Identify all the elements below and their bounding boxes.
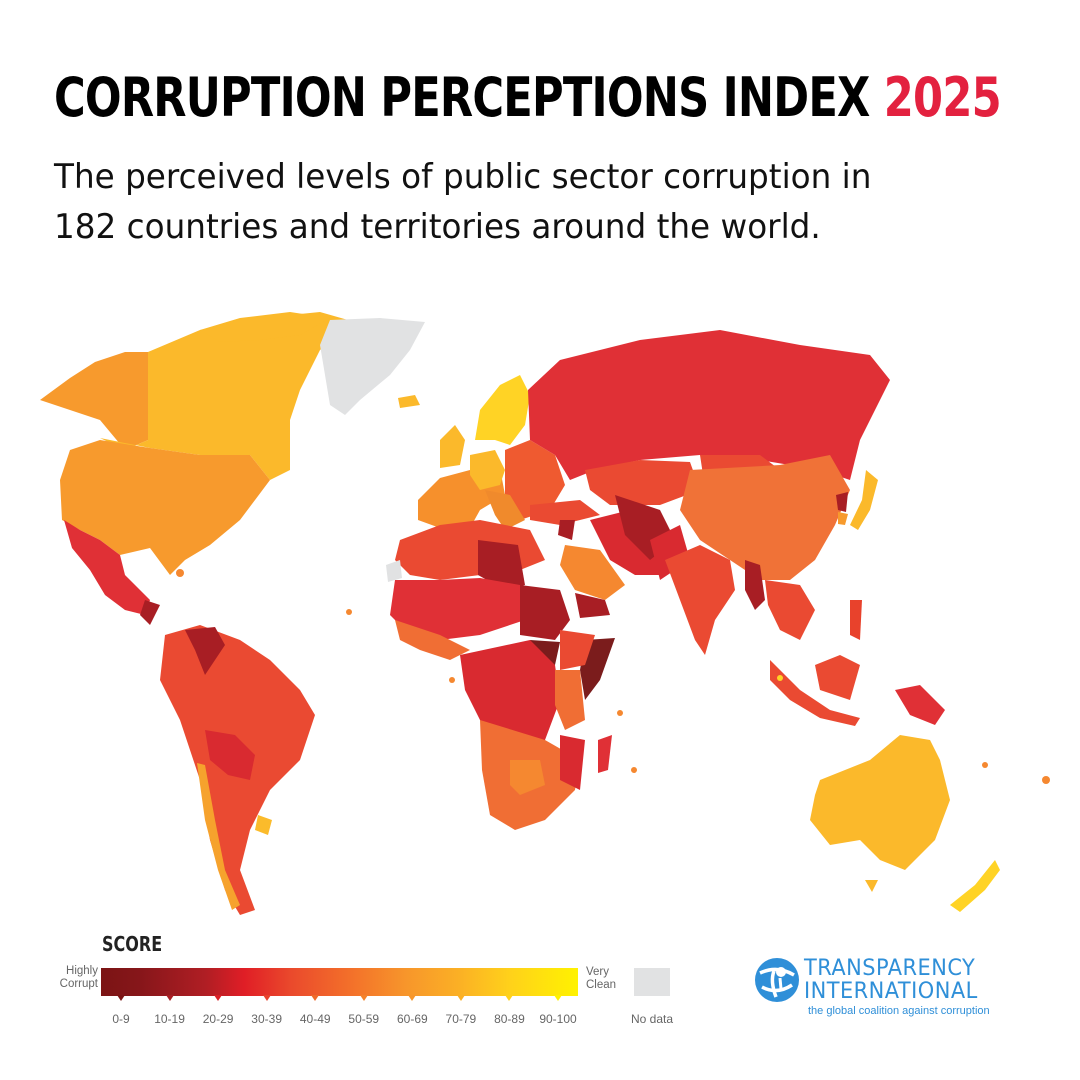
page-title: CORRUPTION PERCEPTIONS INDEX 2025 — [54, 66, 1002, 129]
legend-tick-label: 90-100 — [539, 1012, 577, 1026]
legend-tick-label: 70-79 — [445, 1012, 477, 1026]
legend-tick-marker — [456, 995, 465, 1001]
legend-tick-label: 60-69 — [396, 1012, 428, 1026]
legend-tick-label: 0-9 — [112, 1012, 130, 1026]
region-canada — [100, 312, 355, 480]
logo-line1: TRANSPARENCY — [804, 956, 976, 981]
region-central-america — [140, 600, 160, 625]
region-borneo — [815, 655, 860, 700]
region-australia — [810, 735, 950, 870]
legend-no-data-swatch — [634, 968, 670, 996]
legend-no-data-label: No data — [630, 1012, 674, 1026]
region-venezuela — [185, 627, 225, 675]
logo-tagline: the global coalition against corruption — [808, 1005, 990, 1017]
region-libya — [478, 540, 525, 590]
legend-tick-label: 30-39 — [251, 1012, 283, 1026]
legend-tick-marker — [408, 995, 417, 1001]
region-ethiopia — [560, 630, 595, 670]
legend-min-label-line2: Corrupt — [59, 978, 98, 990]
region-sudan — [520, 585, 570, 640]
region-myanmar — [745, 560, 765, 610]
region-russia — [528, 330, 890, 480]
region-kazakhstan — [585, 460, 700, 505]
region-new-zealand — [950, 860, 1000, 912]
region-southeast-asia — [765, 580, 815, 640]
logo-line2: INTERNATIONAL — [804, 979, 978, 1004]
title-year: 2025 — [883, 66, 1002, 129]
logo-wordmark: TRANSPARENCY INTERNATIONAL — [804, 957, 978, 1003]
region-iceland — [398, 395, 420, 408]
legend-tick-label: 80-89 — [494, 1012, 525, 1026]
legend-min-label-line1: Highly — [66, 965, 98, 977]
legend-max-label-line2: Clean — [586, 979, 617, 991]
region-greenland — [320, 318, 425, 415]
region-eastern-europe — [505, 440, 565, 520]
title-text: CORRUPTION PERCEPTIONS INDEX — [54, 66, 870, 129]
region-east-africa — [555, 670, 585, 730]
subtitle-line-2: 182 countries and territories around the… — [54, 207, 821, 247]
region-botswana — [510, 760, 545, 795]
legend-tick-marker — [359, 995, 368, 1001]
legend-tick-marker — [262, 995, 271, 1001]
region-turkey — [530, 500, 600, 525]
region-syria — [558, 520, 575, 540]
legend-tick-marker — [117, 995, 125, 1001]
region-alaska — [40, 352, 150, 450]
legend-tick-marker — [554, 995, 562, 1001]
region-uruguay — [255, 815, 272, 835]
legend-tick-marker — [505, 995, 514, 1001]
region-south-korea — [838, 512, 848, 525]
region-philippines — [850, 600, 862, 640]
region-china — [680, 455, 850, 580]
page-subtitle: The perceived levels of public sector co… — [54, 152, 918, 252]
legend-min-label: Highly Corrupt — [54, 965, 98, 991]
region-bolivia-paraguay — [205, 730, 255, 780]
legend-tick-marker — [311, 995, 320, 1001]
region-western-sahara — [386, 560, 402, 582]
region-sahel — [390, 578, 525, 640]
region-west-africa-coast — [395, 620, 470, 660]
region-yemen — [575, 593, 610, 618]
legend-tick-marker — [165, 995, 174, 1001]
region-saudi — [560, 545, 625, 600]
region-tasmania — [865, 880, 878, 892]
legend-tick-label: 10-19 — [154, 1012, 185, 1026]
region-mozambique — [560, 735, 585, 790]
ti-globe-icon — [755, 958, 799, 1002]
region-nordics — [475, 375, 530, 445]
legend-tick-label: 40-49 — [299, 1012, 331, 1026]
region-india — [665, 545, 735, 655]
region-central-africa — [460, 640, 560, 745]
region-sumatra-java — [770, 660, 860, 726]
world-choropleth-map — [40, 312, 1050, 915]
region-italy-balkans — [485, 490, 525, 530]
legend-max-label: Very Clean — [586, 966, 626, 992]
region-uk-ireland — [440, 425, 465, 468]
region-usa — [60, 440, 270, 575]
region-mexico — [64, 520, 150, 615]
transparency-international-logo: TRANSPARENCY INTERNATIONAL the global co… — [754, 955, 1054, 1025]
region-canada-arctic — [200, 312, 330, 342]
legend-title: SCORE — [102, 932, 163, 956]
legend-tick-marker — [214, 995, 223, 1001]
region-germany — [470, 450, 505, 490]
region-chile — [197, 763, 240, 910]
region-madagascar — [598, 735, 612, 773]
legend-tick-label: 50-59 — [348, 1012, 380, 1026]
legend-max-label-line1: Very — [586, 966, 610, 978]
region-north-korea — [836, 492, 848, 512]
region-png — [895, 685, 945, 725]
subtitle-line-1: The perceived levels of public sector co… — [54, 157, 872, 197]
legend-color-bar — [101, 968, 578, 996]
legend-tick-label: 20-29 — [202, 1012, 234, 1026]
region-japan — [850, 470, 878, 530]
